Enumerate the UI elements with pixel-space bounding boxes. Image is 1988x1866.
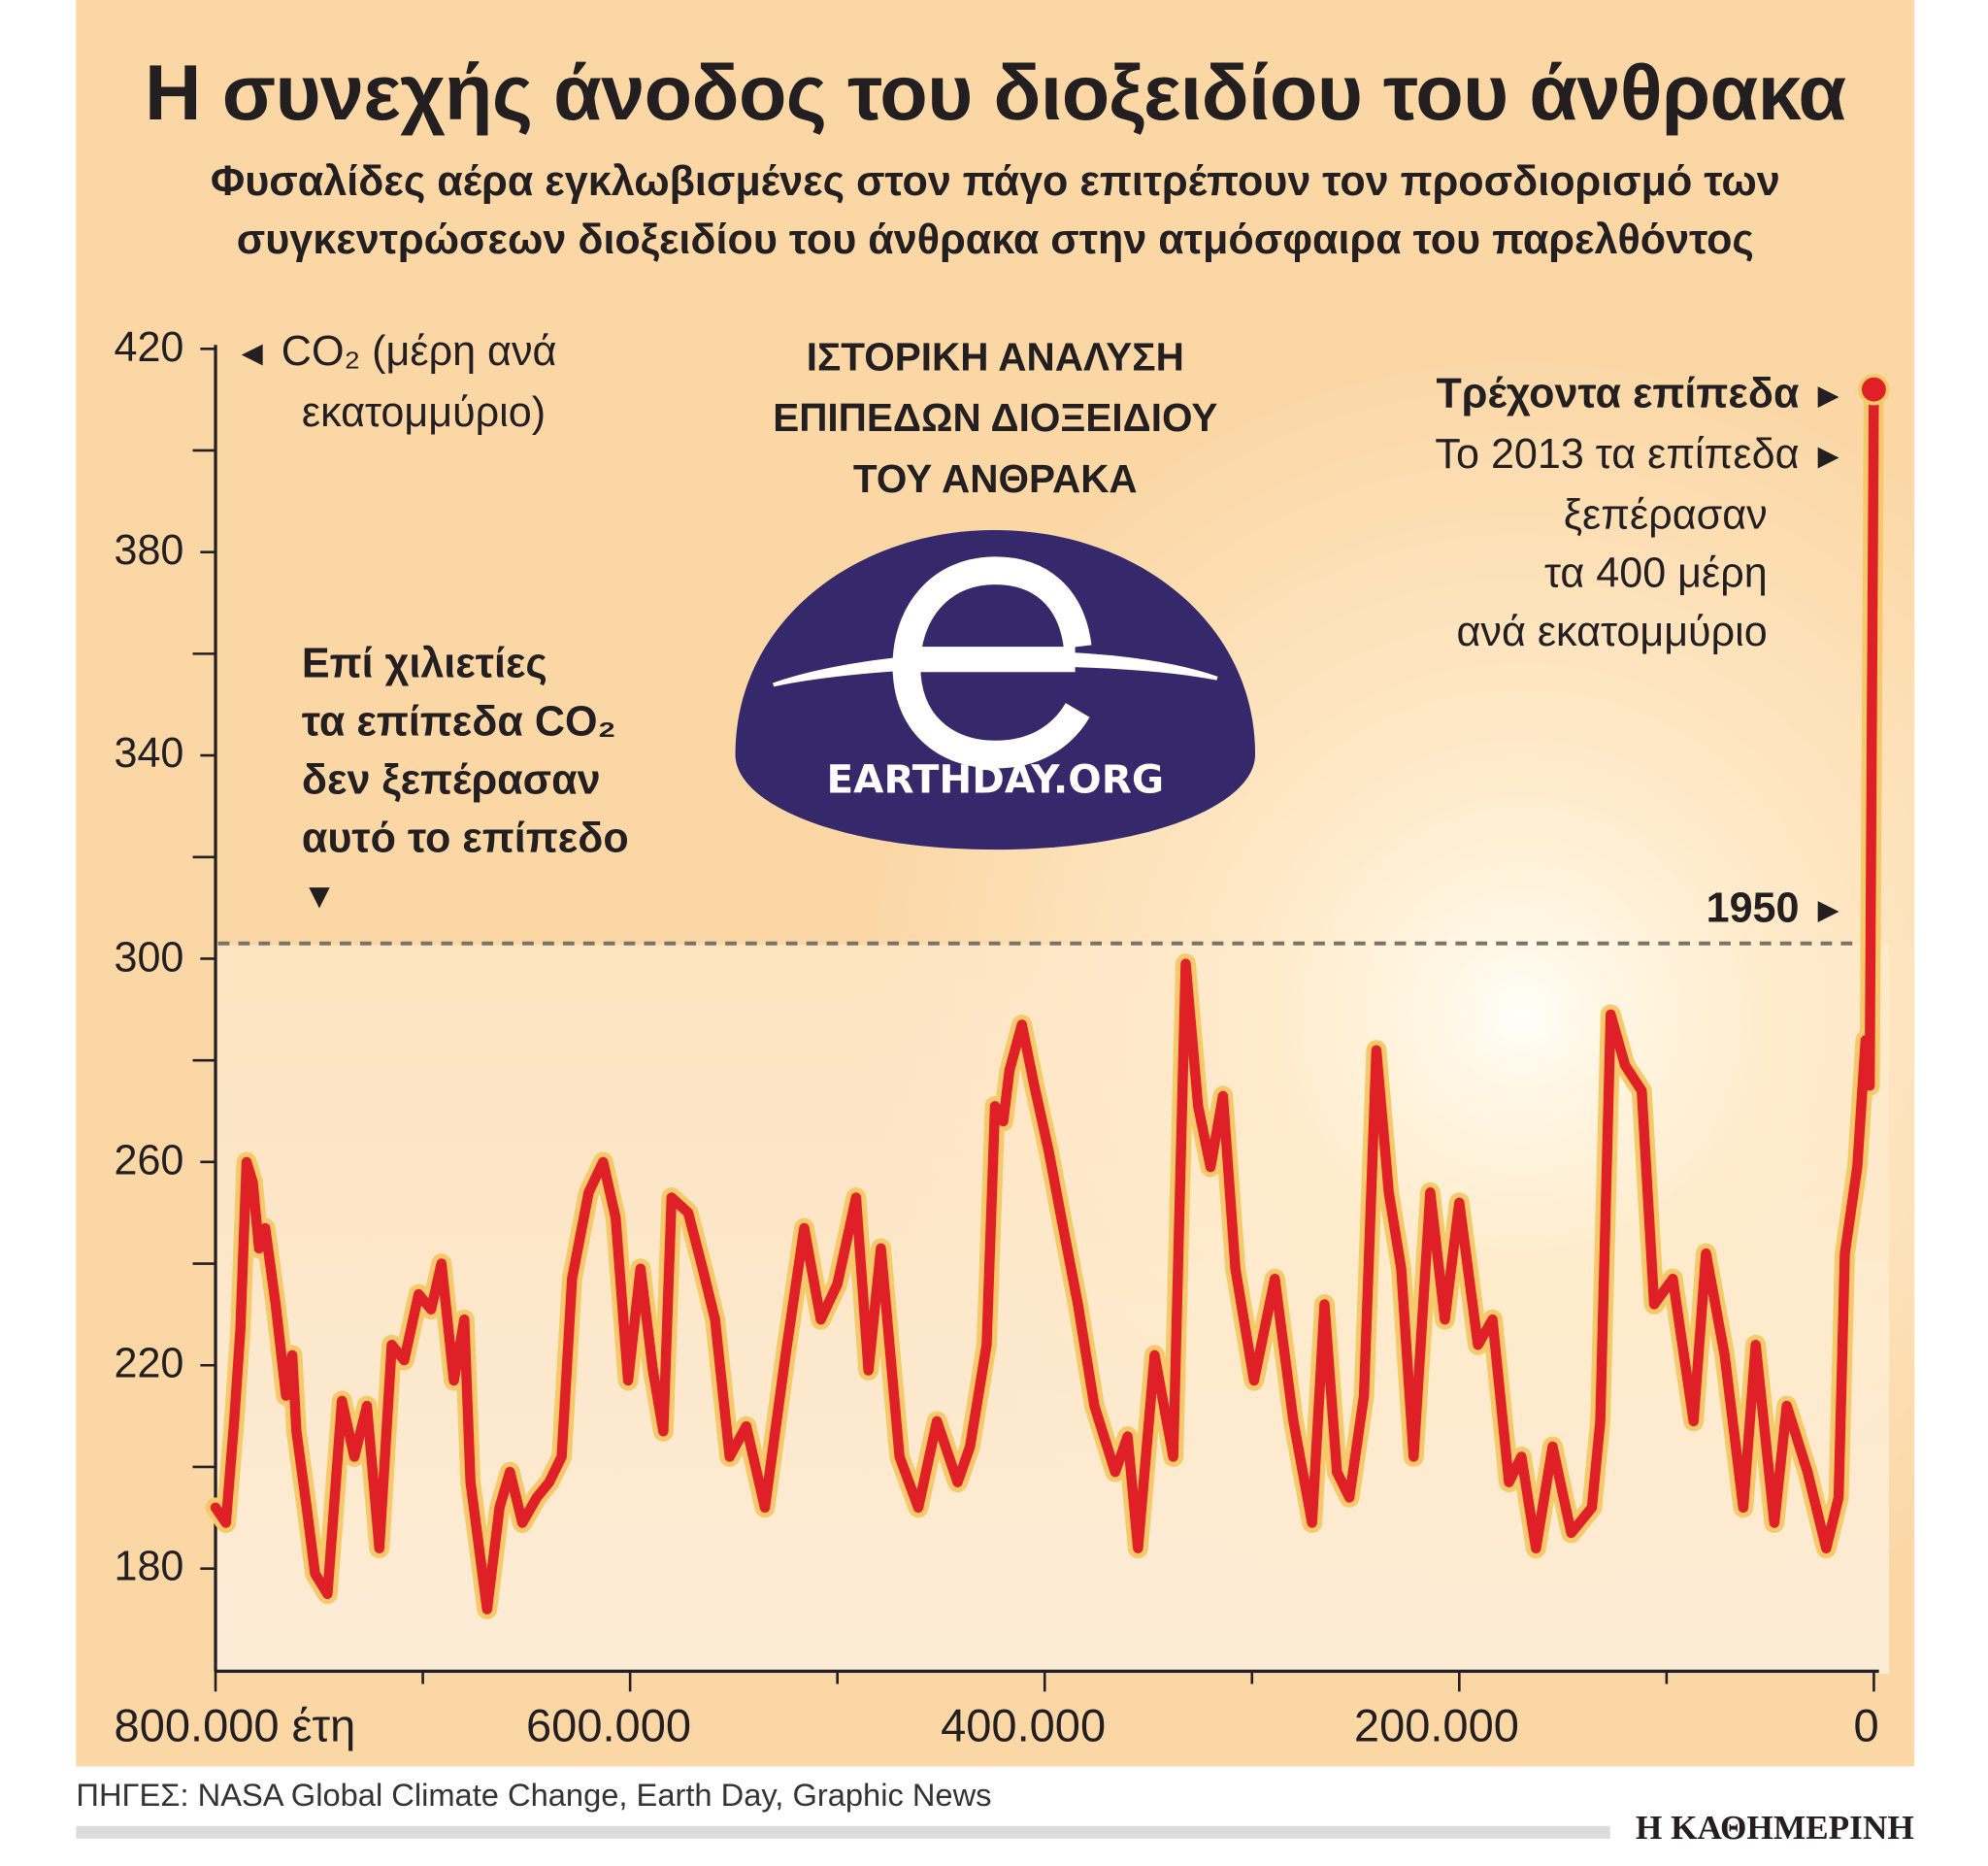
year-1950-label: 1950 — [1706, 883, 1800, 931]
logo-heading-line: ΤΟΥ ΑΝΘΡΑΚΑ — [852, 456, 1138, 501]
sources: ΠΗΓΕΣ: NASA Global Climate Change, Earth… — [76, 1778, 992, 1814]
y-tick-label: 420 — [114, 323, 184, 371]
subtitle-line-2: συγκεντρώσεων διοξειδίου του άνθρακα στη… — [236, 216, 1754, 263]
logo-text: EARTHDAY.ORG — [826, 755, 1164, 802]
annotation-line: τα 400 μέρη — [1543, 549, 1768, 596]
arrow-right-icon: ► — [1810, 889, 1846, 930]
annotation-line: ξεπέρασαν — [1563, 490, 1768, 538]
current-levels-annotation: Τρέχοντα επίπεδα ► Το 2013 τα επίπεδα ► … — [1435, 364, 1845, 661]
y-tick-label: 380 — [114, 526, 184, 574]
y-tick-label: 300 — [114, 933, 184, 981]
arrow-right-icon: ► — [1810, 436, 1846, 476]
x-tick-label: 400.000 — [941, 1699, 1107, 1751]
publisher-logo: Η ΚΑΘΗΜΕΡΙΝΗ — [1635, 1808, 1914, 1847]
arrow-right-icon: ► — [1810, 375, 1846, 416]
current-level-point — [1858, 373, 1890, 406]
annotation-line: Επί χιλιετίες — [301, 639, 547, 686]
y-axis-label-line-1: CO₂ (μέρη ανά — [281, 326, 557, 375]
logo-heading-line: ΕΠΙΠΕΔΩΝ ΔΙΟΞΕΙΔΙΟΥ — [773, 395, 1218, 441]
y-tick-label: 340 — [114, 729, 184, 777]
annotation-line: αυτό το επίπεδο — [301, 814, 629, 861]
y-tick-label: 180 — [114, 1542, 184, 1589]
x-tick-label: 800.000 έτη — [114, 1699, 356, 1751]
annotation-line: ανά εκατομμύριο — [1456, 607, 1768, 654]
logo-heading-line: ΙΣΤΟΡΙΚΗ ΑΝΑΛΥΣΗ — [806, 334, 1184, 380]
x-tick-label: 200.000 — [1353, 1699, 1519, 1751]
page-title: Η συνεχής άνοδος του διοξειδίου του άνθρ… — [145, 49, 1846, 138]
y-axis-label-line-2: εκατομμύριο) — [301, 387, 547, 435]
reference-line-label: 1950 ► — [1706, 879, 1846, 940]
annotation-bold: Τρέχοντα επίπεδα — [1436, 369, 1800, 417]
y-tick-label: 260 — [114, 1136, 184, 1183]
arrow-down-icon: ▼ — [301, 876, 338, 916]
earthday-logo: EARTHDAY.ORG — [735, 529, 1256, 850]
footer-divider — [76, 1825, 1610, 1839]
y-tick-label: 220 — [114, 1339, 184, 1386]
annotation-line: Το 2013 τα επίπεδα — [1435, 429, 1800, 478]
y-axis-label: ◄ CO₂ (μέρη ανά εκατομμύριο) — [235, 322, 557, 442]
arrow-left-icon: ◄ — [234, 333, 270, 373]
millennia-annotation: Επί χιλιετίες τα επίπεδα CO₂ δεν ξεπέρασ… — [302, 634, 629, 925]
logo-heading: ΙΣΤΟΡΙΚΗ ΑΝΑΛΥΣΗ ΕΠΙΠΕΔΩΝ ΔΙΟΞΕΙΔΙΟΥ ΤΟΥ… — [710, 327, 1280, 510]
subtitle-line-1: Φυσαλίδες αέρα εγκλωβισμένες στον πάγο ε… — [210, 156, 1780, 205]
annotation-line: δεν ξεπέρασαν — [301, 755, 601, 803]
co2-series-line — [210, 383, 1879, 1615]
x-tick-label: 600.000 — [526, 1699, 692, 1751]
annotation-line: τα επίπεδα CO₂ — [301, 697, 616, 745]
x-tick-label: 0 — [1853, 1699, 1879, 1751]
